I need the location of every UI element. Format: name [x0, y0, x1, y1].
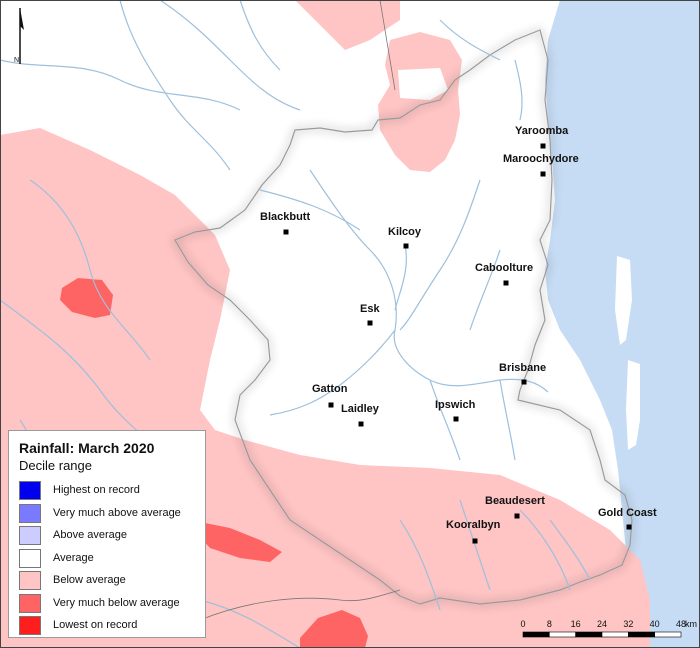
town-marker — [328, 402, 334, 408]
town-label: Kooralbyn — [446, 519, 501, 531]
legend-swatch — [19, 616, 41, 635]
town-markers: Yaroomba Maroochydore Blackbutt Kilcoy Caboo… — [260, 125, 657, 544]
scale-bar-segment — [601, 631, 629, 638]
scale-unit-label: km — [685, 619, 697, 629]
town-label: Brisbane — [499, 362, 546, 374]
very-much-below-average-regions — [60, 278, 368, 648]
scale-bar-segment — [522, 631, 550, 638]
legend-swatch — [19, 593, 41, 613]
legend-swatch — [19, 503, 41, 523]
scale-tick-label: 32 — [623, 619, 633, 629]
scale-bar-segment — [628, 631, 655, 638]
town-marker — [453, 416, 459, 422]
island — [626, 360, 640, 450]
legend-label: Highest on record — [53, 484, 140, 496]
scale-tick-label: 40 — [650, 619, 660, 629]
town-label: Laidley — [341, 403, 380, 415]
town-label: Beaudesert — [485, 495, 545, 507]
study-region — [174, 29, 633, 605]
town-label: Blackbutt — [260, 211, 310, 223]
legend-label: Above average — [53, 529, 127, 541]
town-label: Gatton — [312, 383, 348, 395]
road-network — [199, 0, 401, 621]
town-label: Gold Coast — [598, 507, 657, 519]
legend-swatch — [19, 526, 41, 545]
legend-swatch — [19, 548, 41, 568]
town-label: Esk — [360, 303, 380, 315]
town-marker — [472, 538, 478, 544]
town-marker — [540, 143, 546, 149]
town-marker — [521, 379, 527, 385]
town-label: Maroochydore — [503, 153, 579, 165]
scale-bar-segment — [654, 631, 682, 638]
scale-tick-label: 16 — [571, 619, 581, 629]
town-marker — [540, 171, 546, 177]
legend-label: Below average — [53, 574, 126, 586]
island — [615, 256, 632, 345]
town-label: Caboolture — [475, 262, 533, 274]
north-label: N — [14, 57, 19, 64]
scale-tick-label: 24 — [597, 619, 607, 629]
legend-label: Very much above average — [53, 506, 181, 519]
town-label: Kilcoy — [388, 226, 422, 238]
town-marker — [367, 320, 373, 326]
town-marker — [514, 513, 520, 519]
town-marker — [283, 229, 289, 235]
legend-label: Average — [53, 551, 94, 564]
scale-tick-label: 48 — [676, 619, 686, 629]
legend-title: Rainfall: March 2020 — [19, 440, 155, 456]
legend-swatch — [19, 571, 41, 590]
scale-tick-label: 0 — [520, 619, 525, 629]
scale-tick-label: 8 — [547, 619, 552, 629]
average-area — [398, 68, 448, 100]
legend: Rainfall: March 2020 Decile range Highes… — [8, 430, 206, 638]
legend-label: Very much below average — [53, 596, 180, 609]
town-marker — [403, 243, 409, 249]
legend-subtitle: Decile range — [19, 458, 92, 473]
north-arrow-icon: N — [14, 8, 24, 64]
scale-bar-segment — [575, 631, 603, 638]
legend-label: Lowest on record — [53, 619, 138, 631]
town-label: Yaroomba — [515, 125, 569, 137]
town-marker — [503, 280, 509, 286]
town-label: Ipswich — [435, 399, 476, 411]
legend-swatch — [19, 481, 41, 500]
town-marker — [626, 524, 632, 530]
scale-bar-segment — [549, 631, 576, 638]
town-marker — [358, 421, 364, 427]
